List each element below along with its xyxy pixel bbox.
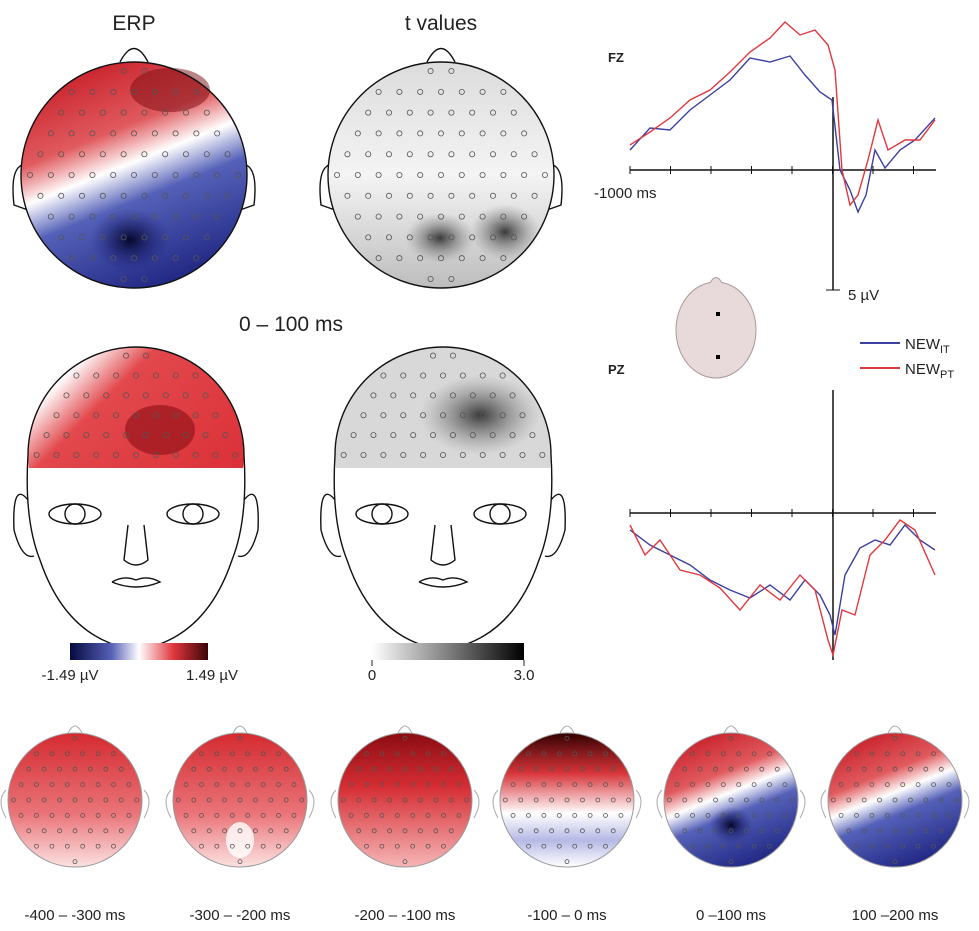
channel-label: PZ — [608, 362, 625, 377]
topomap-spot — [709, 807, 753, 843]
ear — [800, 790, 805, 818]
electrode-head — [676, 278, 756, 379]
ear — [144, 790, 149, 818]
figure: ERP t values 0 – 100 ms -1.49 µV 1.49 µV… — [0, 0, 979, 926]
pz-waveform: PZ — [608, 362, 936, 660]
erp-face-map — [14, 347, 258, 650]
axis-label: -1000 ms — [594, 185, 657, 202]
topomap — [500, 733, 634, 867]
time-series-maps: -400 – -300 ms -300 – -200 ms -200 – -100 … — [1, 726, 969, 924]
time-window-label: 0 –100 ms — [696, 907, 766, 924]
channel-label: FZ — [608, 50, 624, 65]
legend-label: NEWPT — [905, 361, 954, 381]
time-window-label: -200 – -100 ms — [355, 907, 456, 924]
ear — [1, 790, 6, 818]
time-window-label: 100 –200 ms — [852, 907, 939, 924]
colorbar-label: 0 — [368, 667, 376, 684]
nose — [398, 726, 412, 733]
topomap — [828, 733, 962, 867]
axis-label: 5 µV — [848, 287, 879, 304]
nose — [724, 726, 738, 733]
ear — [657, 790, 662, 818]
ear — [964, 790, 969, 818]
topomap — [664, 733, 798, 867]
colorbar-label: 3.0 — [514, 667, 535, 684]
topomap — [338, 733, 472, 867]
colorbar-label: 1.49 µV — [186, 667, 238, 684]
topomap — [8, 733, 142, 867]
nose — [888, 726, 902, 733]
erp-topomap — [13, 49, 255, 289]
time-window-label: -100 – 0 ms — [527, 907, 606, 924]
colorbar-label: -1.49 µV — [41, 667, 98, 684]
time-window-label: -300 – -200 ms — [190, 907, 291, 924]
t-colorbar — [372, 643, 524, 660]
nose — [233, 726, 247, 733]
ear — [166, 790, 171, 818]
window-label: 0 – 100 ms — [239, 313, 343, 336]
nose — [560, 726, 574, 733]
t-topomap — [320, 49, 562, 289]
ear — [636, 790, 641, 818]
ear — [821, 790, 826, 818]
nose — [68, 726, 82, 733]
time-window-label: -400 – -300 ms — [25, 907, 126, 924]
t-face-map — [321, 347, 565, 650]
erp-colorbar — [70, 643, 208, 660]
panel-title: t values — [405, 12, 477, 35]
ear — [331, 790, 336, 818]
ear — [493, 790, 498, 818]
ear — [474, 790, 479, 818]
topomap-spot — [226, 822, 254, 858]
panel-title: ERP — [112, 12, 155, 35]
ear — [309, 790, 314, 818]
fz-waveform: FZ -1000 ms 5 µV — [594, 22, 936, 304]
legend: NEWIT NEWPT — [860, 336, 954, 381]
legend-label: NEWIT — [905, 336, 950, 356]
